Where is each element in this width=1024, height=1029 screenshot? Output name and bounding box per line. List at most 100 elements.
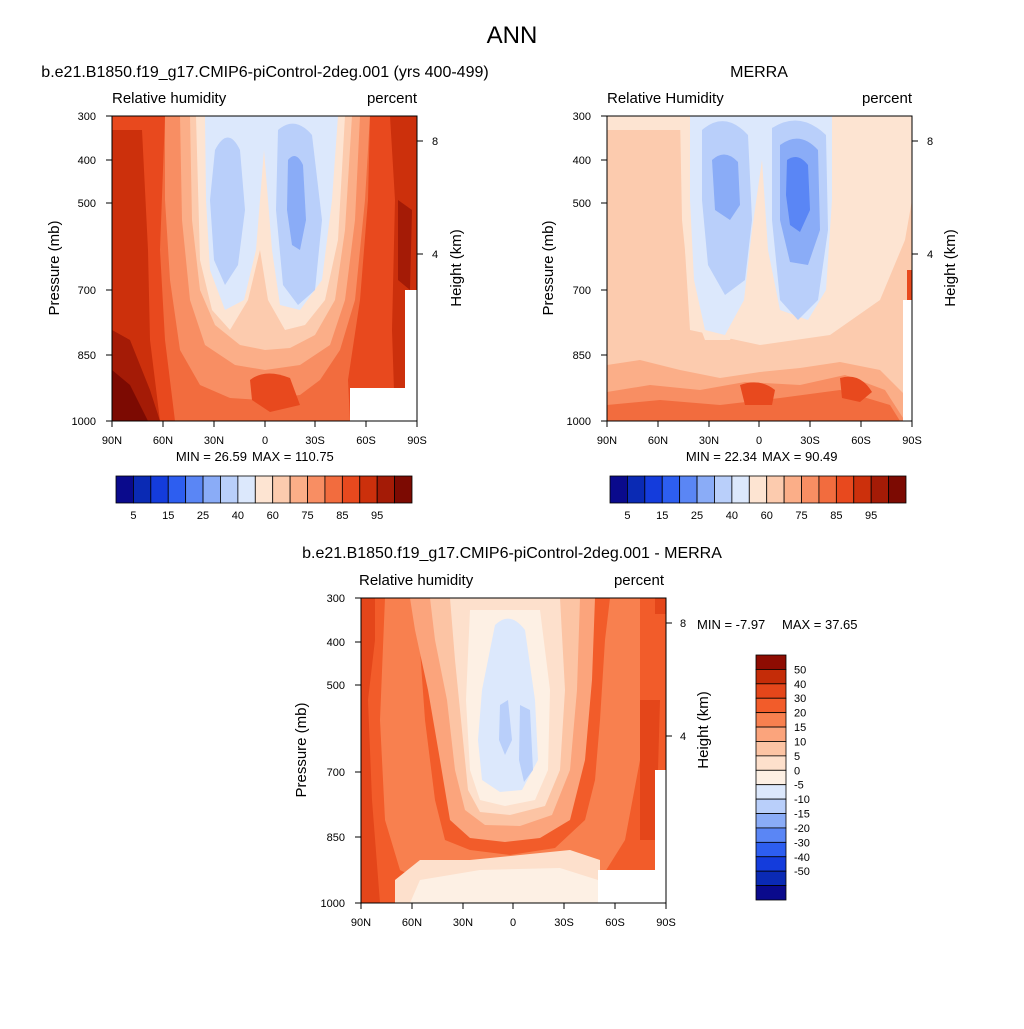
xtick-label: 30N <box>204 435 224 447</box>
panel-model-min: MIN = 26.59 <box>176 449 247 464</box>
colorbar-swatch <box>376 475 395 504</box>
colorbar-label: 75 <box>301 510 313 522</box>
colorbar-swatch <box>755 769 787 786</box>
panel-obs-yticks: 300 400 500 700 850 1000 <box>567 111 607 428</box>
colorbar-label: -15 <box>794 809 810 821</box>
colorbar-swatch <box>679 475 698 504</box>
panel-obs-variable: Relative Humidity <box>607 90 724 107</box>
diff-missing <box>598 870 666 903</box>
panel-model-title: b.e21.B1850.f19_g17.CMIP6-piControl-2deg… <box>41 64 488 81</box>
xtick-label: 60S <box>605 917 625 929</box>
panel-model-units: percent <box>367 90 418 107</box>
xtick-label: 90N <box>351 917 371 929</box>
colorbar-swatch <box>394 475 413 504</box>
panel-obs-ylabel-right: Height (km) <box>942 229 959 307</box>
panel-diff-field <box>361 598 666 903</box>
panel-model-ylabel: Pressure (mb) <box>46 220 63 315</box>
colorbar-label: 25 <box>197 510 209 522</box>
colorbar-label: 5 <box>624 510 630 522</box>
colorbar-swatch <box>755 669 787 685</box>
ytick-label: 700 <box>327 767 345 779</box>
colorbar-swatch <box>167 475 187 504</box>
panel-diff-ylabel: Pressure (mb) <box>293 702 310 797</box>
diff-missing-col <box>655 770 666 870</box>
model-band-blue-right-core <box>287 156 306 250</box>
colorbar-swatch <box>150 475 169 504</box>
colorbar-swatch <box>783 475 802 504</box>
rtick-label: 4 <box>432 249 438 261</box>
panel-obs-right-axis: 8 4 <box>912 136 933 261</box>
colorbar-label: 95 <box>371 510 383 522</box>
figure-title: ANN <box>487 22 538 49</box>
ytick-label: 300 <box>78 111 96 123</box>
colorbar-swatch <box>818 475 837 504</box>
panel-diff-min: MIN = -7.97 <box>697 617 765 632</box>
xtick-label: 30N <box>699 435 719 447</box>
model-missing-col <box>405 290 417 421</box>
xtick-label: 0 <box>510 917 516 929</box>
ytick-label: 400 <box>573 155 591 167</box>
xtick-label: 30S <box>800 435 820 447</box>
colorbar-label: -5 <box>794 780 804 792</box>
panel-obs: MERRA Relative Humidity percent <box>540 64 959 522</box>
colorbar-swatch <box>714 475 733 504</box>
ytick-label: 850 <box>327 832 345 844</box>
panel-diff-ylabel-right: Height (km) <box>695 691 712 769</box>
colorbar-label: -10 <box>794 794 810 806</box>
colorbar-swatch <box>731 475 750 504</box>
obs-missing-col <box>903 300 912 421</box>
diff-edge-left <box>361 598 380 903</box>
panel-diff-yticks: 300 400 500 700 850 1000 <box>321 593 361 910</box>
diff-band-blue-2 <box>519 705 533 782</box>
diff-band-orange <box>380 598 640 892</box>
panel-model-ylabel-right: Height (km) <box>448 229 465 307</box>
model-edge-left-deepest <box>112 370 148 421</box>
panel-diff-max: MAX = 37.65 <box>782 617 858 632</box>
panel-model-max: MAX = 110.75 <box>252 449 334 464</box>
colorbar-label: 50 <box>794 664 806 676</box>
obs-band-blue-left-core <box>712 154 740 220</box>
colorbar-swatch <box>755 784 787 800</box>
colorbar-swatch <box>289 475 308 504</box>
rtick-label: 4 <box>927 249 933 261</box>
colorbar-swatch <box>202 475 221 504</box>
rtick-label: 4 <box>680 731 686 743</box>
colorbar-swatch <box>755 755 787 771</box>
xtick-label: 30S <box>305 435 325 447</box>
xtick-label: 0 <box>262 435 268 447</box>
colorbar-label: 40 <box>232 510 244 522</box>
colorbar-swatch <box>133 475 152 504</box>
panel-diff-variable: Relative humidity <box>359 572 474 589</box>
colorbar-swatch <box>627 475 646 504</box>
colorbar-swatch <box>870 475 889 504</box>
panel-diff-title: b.e21.B1850.f19_g17.CMIP6-piControl-2deg… <box>302 545 722 562</box>
xtick-label: 30N <box>453 917 473 929</box>
colorbar-swatch <box>609 475 628 504</box>
colorbar-swatch <box>324 475 343 504</box>
colorbar-label: 75 <box>795 510 807 522</box>
xtick-label: 90S <box>656 917 676 929</box>
colorbar-swatch <box>359 475 378 504</box>
ytick-label: 700 <box>573 285 591 297</box>
colorbar-label: 10 <box>794 736 806 748</box>
xtick-label: 90N <box>102 435 122 447</box>
xtick-label: 60N <box>648 435 668 447</box>
colorbar-label: -50 <box>794 866 810 878</box>
panel-model-colorbar: 5 15 25 40 60 75 85 95 <box>115 475 413 522</box>
colorbar-swatch <box>341 475 361 504</box>
xtick-label: 30S <box>554 917 574 929</box>
colorbar-swatch <box>755 856 787 872</box>
colorbar-label: 15 <box>794 722 806 734</box>
panel-obs-ylabel: Pressure (mb) <box>540 220 557 315</box>
ytick-label: 700 <box>78 285 96 297</box>
colorbar-swatch <box>755 683 787 699</box>
panel-obs-units: percent <box>862 90 913 107</box>
colorbar-swatch <box>696 475 715 504</box>
colorbar-swatch <box>237 475 256 504</box>
panel-obs-title: MERRA <box>730 64 788 81</box>
rtick-label: 8 <box>432 136 438 148</box>
colorbar-label: 25 <box>691 510 703 522</box>
colorbar-label: 85 <box>830 510 842 522</box>
panel-diff-xticks: 90N 60N 30N 0 30S 60S 90S <box>351 903 676 929</box>
